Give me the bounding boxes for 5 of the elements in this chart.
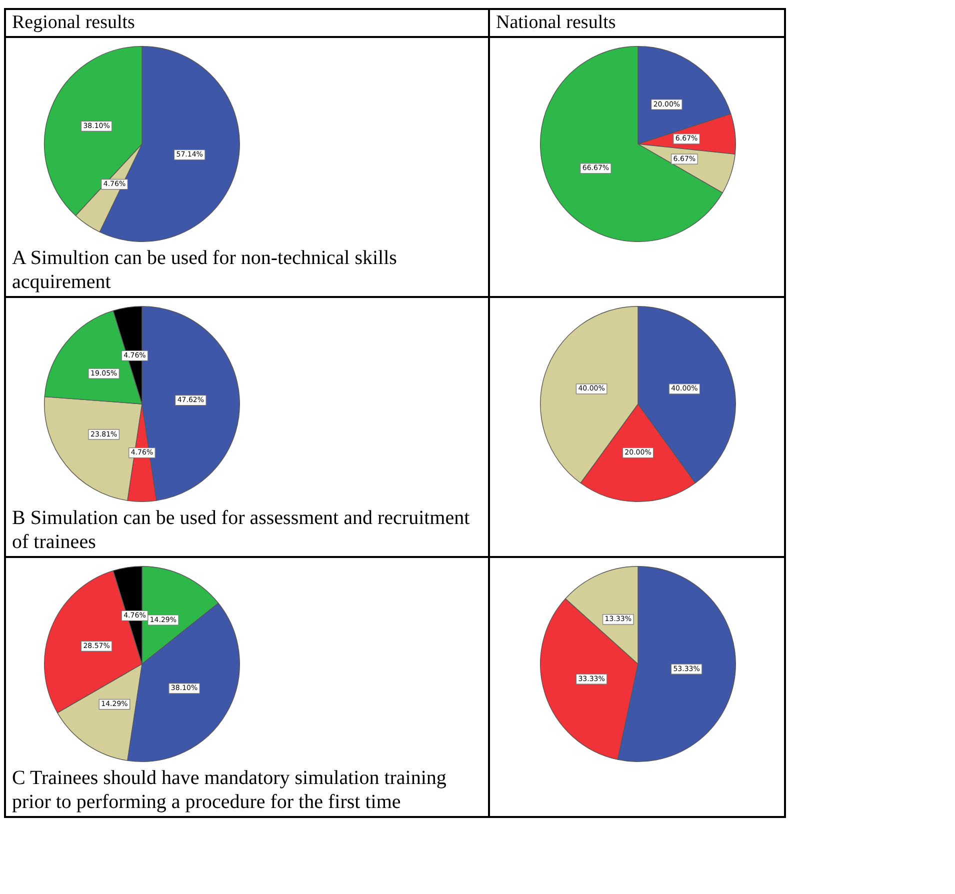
text: C Trainees should have mandatory simulation training prior to performing a procedure for the first time bbox=[12, 766, 448, 814]
text: A Simultion can be used for non-technical skills acquirement bbox=[12, 246, 398, 294]
chart-title: National results bbox=[496, 12, 616, 33]
text: B Simulation can be used for assessment and recruitment of trainees bbox=[12, 506, 471, 554]
chart-title: Regional results bbox=[12, 12, 135, 33]
